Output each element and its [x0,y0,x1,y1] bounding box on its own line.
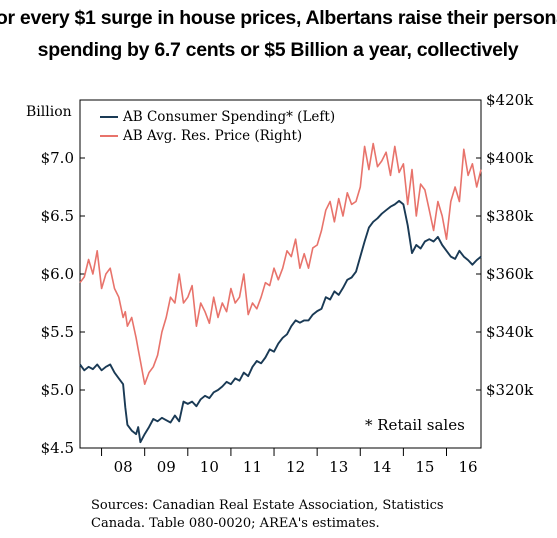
right-axis-tick-label: $400k [486,149,534,167]
legend: AB Consumer Spending* (Left) AB Avg. Res.… [100,109,335,144]
right-axis-tick-label: $360k [486,265,534,283]
left-axis-tick-label: $6.5 [41,207,74,225]
right-axis-tick-label: $420k [486,91,534,109]
chart-title-line-1: For every $1 surge in house prices, Albe… [0,7,557,29]
right-axis-tick-label: $340k [486,323,534,341]
left-axis-tick-label: $4.5 [41,439,74,457]
chart-title-line-2: spending by 6.7 cents or $5 Billion a ye… [38,39,519,61]
retail-sales-note: * Retail sales [365,416,465,434]
x-axis-tick-label: 12 [286,458,305,476]
left-axis-tick-label: $5.5 [41,323,74,341]
left-axis-tick-label: $6.0 [41,265,74,283]
right-axis-tick-label: $380k [486,207,534,225]
x-axis-tick-label: 16 [459,458,478,476]
x-axis-tick-label: 13 [329,458,348,476]
source-line-1: Sources: Canadian Real Estate Associatio… [91,498,444,513]
left-axis-tick-label: $7.0 [41,149,74,167]
x-axis-tick-label: 11 [243,458,262,476]
axes: $4.5 $5.0 $5.5 $6.0 $6.5 $7.0 $320k $340k $360k $… [41,91,535,476]
avg-res-price-line [79,142,482,385]
source-line-2: Canada. Table 080-0020; AREA's estimates… [91,516,380,531]
legend-label-consumer-spending: AB Consumer Spending* (Left) [122,109,335,125]
x-axis-tick-label: 15 [415,458,434,476]
legend-label-avg-res-price: AB Avg. Res. Price (Right) [122,128,302,144]
x-axis-tick-label: 08 [114,458,133,476]
left-axis-unit-label: Billion [26,104,72,120]
right-axis-tick-label: $320k [486,381,534,399]
left-axis-tick-label: $5.0 [41,381,74,399]
x-axis-tick-label: 09 [157,458,176,476]
series-lines [79,142,482,444]
consumer-spending-line [79,199,482,444]
x-axis-tick-label: 14 [372,458,391,476]
x-axis-tick-label: 10 [200,458,219,476]
